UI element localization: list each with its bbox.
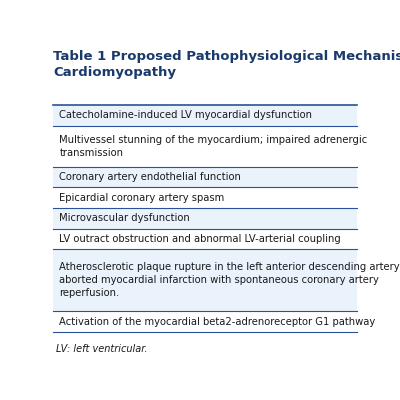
Text: LV: left ventricular.: LV: left ventricular.: [56, 344, 148, 354]
FancyBboxPatch shape: [53, 311, 357, 332]
Text: Multivessel stunning of the myocardium; impaired adrenergic
transmission: Multivessel stunning of the myocardium; …: [59, 135, 368, 158]
FancyBboxPatch shape: [53, 188, 357, 208]
Text: Activation of the myocardial beta2-adrenoreceptor G1 pathway: Activation of the myocardial beta2-adren…: [59, 316, 376, 326]
FancyBboxPatch shape: [53, 126, 357, 167]
Text: Catecholamine-induced LV myocardial dysfunction: Catecholamine-induced LV myocardial dysf…: [59, 110, 312, 120]
FancyBboxPatch shape: [53, 208, 357, 229]
FancyBboxPatch shape: [53, 229, 357, 249]
FancyBboxPatch shape: [53, 105, 357, 126]
FancyBboxPatch shape: [53, 167, 357, 188]
Text: Table 1 Proposed Pathophysiological Mechanisms of Takotsubo
Cardiomyopathy: Table 1 Proposed Pathophysiological Mech…: [53, 50, 400, 78]
Text: Epicardial coronary artery spasm: Epicardial coronary artery spasm: [59, 193, 224, 203]
Text: LV outract obstruction and abnormal LV-arterial coupling: LV outract obstruction and abnormal LV-a…: [59, 234, 341, 244]
Text: Microvascular dysfunction: Microvascular dysfunction: [59, 214, 190, 224]
FancyBboxPatch shape: [53, 249, 357, 311]
Text: Coronary artery endothelial function: Coronary artery endothelial function: [59, 172, 241, 182]
Text: Atherosclerotic plaque rupture in the left anterior descending artery;
aborted m: Atherosclerotic plaque rupture in the le…: [59, 262, 400, 298]
